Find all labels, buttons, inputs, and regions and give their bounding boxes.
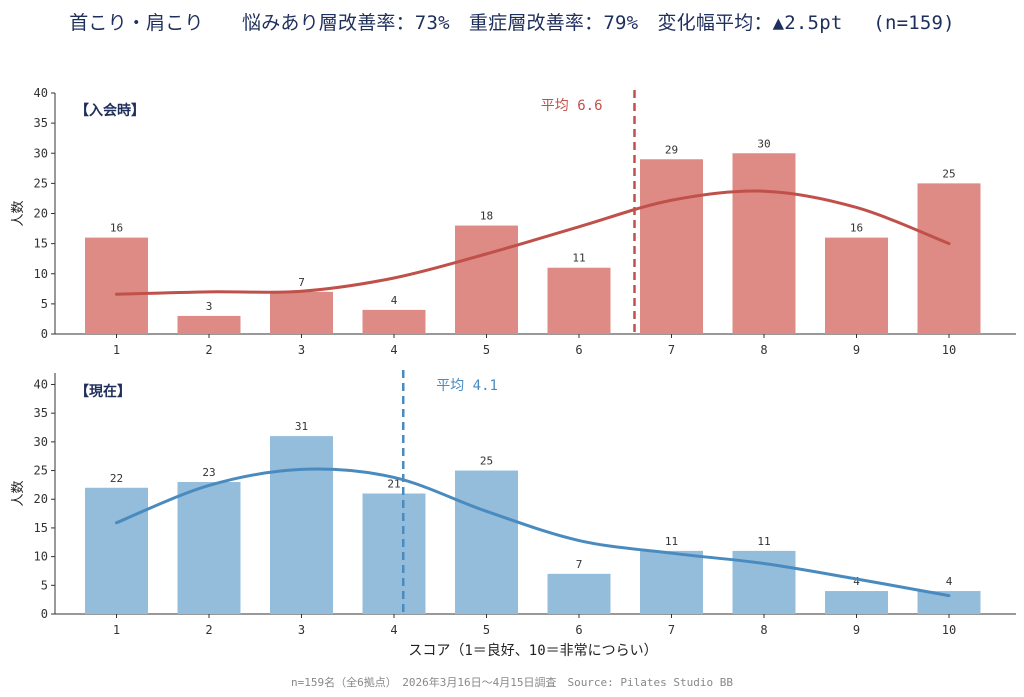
now-y-tick-label: 10: [34, 550, 48, 564]
before-x-tick-label: 3: [298, 343, 305, 357]
now-bar: [270, 436, 333, 614]
before-bar: [732, 153, 796, 334]
now-y-tick-label: 30: [34, 435, 48, 449]
before-bar: [85, 237, 148, 334]
now-bar: [825, 591, 888, 614]
before-x-tick-label: 4: [390, 343, 397, 357]
before-x-tick-label: 8: [760, 343, 767, 357]
now-bar-value-label: 4: [853, 575, 860, 588]
now-bar: [455, 470, 518, 614]
before-bar: [455, 225, 518, 334]
now-bar-value-label: 7: [576, 558, 583, 571]
before-y-tick-label: 5: [41, 297, 48, 311]
before-y-tick-label: 0: [41, 327, 48, 341]
now-bar-value-label: 31: [295, 420, 308, 433]
before-y-tick-label: 20: [34, 207, 48, 221]
before-bar: [547, 267, 611, 334]
now-x-tick-label: 8: [760, 623, 767, 637]
chart-footer: n=159名（全6拠点） 2026年3月16日～4月15日調査 Source: …: [290, 676, 734, 689]
before-bar-value-label: 11: [572, 252, 585, 265]
chart-title: 首こり・肩こり 悩みあり層改善率：73% 重症層改善率：79% 変化幅平均：▲2…: [69, 12, 955, 34]
before-y-axis-label: 人数: [11, 200, 26, 226]
before-x-tick-label: 7: [668, 343, 675, 357]
now-density-curve: [115, 467, 951, 598]
before-x-tick-label: 2: [205, 343, 212, 357]
now-y-tick-label: 35: [34, 406, 48, 420]
before-x-tick-label: 5: [483, 343, 490, 357]
before-bar-value-label: 16: [850, 222, 863, 235]
before-bar-value-label: 16: [110, 222, 123, 235]
before-y-tick-label: 30: [34, 146, 48, 160]
before-bar-value-label: 18: [480, 210, 493, 223]
now-x-tick-label: 5: [483, 623, 490, 637]
before-bar-value-label: 3: [206, 300, 213, 313]
x-axis-title: スコア（1＝良好、10＝非常につらい）: [408, 643, 657, 659]
now-y-tick-label: 25: [34, 464, 48, 478]
now-bar-value-label: 4: [946, 575, 953, 588]
before-panel-label: 【入会時】: [75, 102, 145, 119]
now-y-tick-label: 0: [41, 607, 48, 621]
now-bar: [917, 591, 981, 614]
before-mean-label: 平均 6.6: [541, 98, 603, 114]
before-y-tick-label: 15: [34, 237, 48, 251]
before-bar: [917, 183, 981, 334]
now-x-tick-label: 6: [575, 623, 582, 637]
now-x-tick-label: 1: [113, 623, 120, 637]
now-bar: [85, 487, 148, 614]
now-y-axis-label: 人数: [11, 480, 26, 506]
before-bar-value-label: 30: [757, 137, 770, 150]
now-bar-value-label: 22: [110, 472, 123, 485]
before-x-tick-label: 9: [853, 343, 860, 357]
now-bar-value-label: 23: [202, 466, 215, 479]
before-bar: [177, 315, 241, 334]
now-x-tick-label: 7: [668, 623, 675, 637]
before-y-tick-label: 40: [34, 86, 48, 100]
before-bar-value-label: 25: [942, 167, 955, 180]
now-y-tick-label: 40: [34, 377, 48, 391]
before-y-tick-label: 10: [34, 267, 48, 281]
before-y-tick-label: 35: [34, 116, 48, 130]
before-y-tick-label: 25: [34, 176, 48, 190]
now-x-tick-label: 9: [853, 623, 860, 637]
now-x-tick-label: 3: [298, 623, 305, 637]
before-bar: [270, 291, 333, 334]
before-density-curve: [115, 189, 951, 296]
before-x-tick-label: 1: [113, 343, 120, 357]
now-bar-value-label: 25: [480, 455, 493, 468]
now-x-tick-label: 2: [205, 623, 212, 637]
now-y-tick-label: 15: [34, 521, 48, 535]
now-bar: [640, 550, 703, 614]
before-bar: [362, 309, 426, 334]
now-bar-value-label: 11: [757, 535, 770, 548]
before-bar-value-label: 4: [391, 294, 398, 307]
now-bar-value-label: 11: [665, 535, 678, 548]
now-panel-label: 【現在】: [75, 383, 131, 400]
before-bar-value-label: 29: [665, 143, 678, 156]
now-bar: [177, 482, 241, 614]
now-x-tick-label: 4: [390, 623, 397, 637]
before-bar: [640, 159, 703, 334]
before-x-tick-label: 6: [575, 343, 582, 357]
now-bar: [547, 573, 611, 614]
now-mean-label: 平均 4.1: [436, 378, 498, 394]
before-bar: [825, 237, 888, 334]
now-y-tick-label: 5: [41, 578, 48, 592]
now-bar: [362, 493, 426, 614]
before-x-tick-label: 10: [942, 343, 956, 357]
now-x-tick-label: 10: [942, 623, 956, 637]
now-y-tick-label: 20: [34, 492, 48, 506]
now-bar-value-label: 21: [387, 478, 400, 491]
before-bar-value-label: 7: [298, 276, 305, 289]
